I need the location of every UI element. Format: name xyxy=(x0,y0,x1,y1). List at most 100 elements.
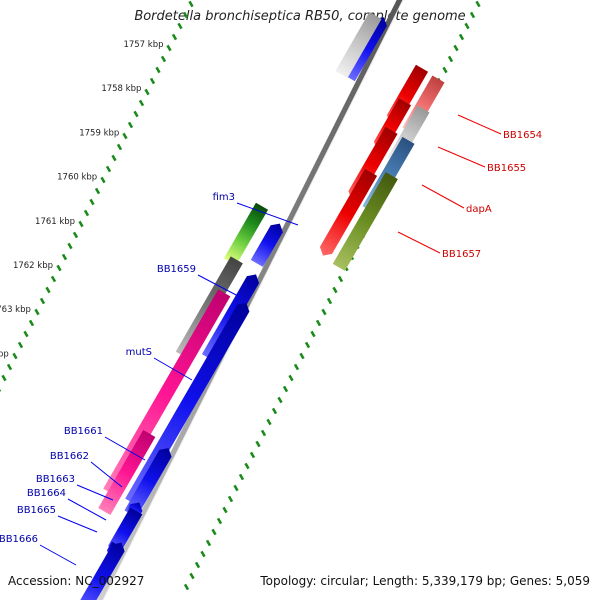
tick-dot xyxy=(282,385,289,393)
tick-label: 1757 kbp xyxy=(123,40,163,50)
gene-label-left[interactable]: BB1664 xyxy=(27,488,66,499)
tick-dot xyxy=(183,583,190,591)
tick-dot xyxy=(149,77,156,85)
gene-muts-shape xyxy=(103,289,231,496)
tick-dot xyxy=(1,374,7,382)
tick-dot xyxy=(337,275,344,283)
tick-dot xyxy=(105,165,112,173)
gene-label-right[interactable]: BB1655 xyxy=(487,163,526,174)
gene-label-right[interactable]: BB1657 xyxy=(442,249,481,260)
gene-label-left[interactable]: fim3 xyxy=(213,192,235,203)
leader-line xyxy=(236,202,299,226)
tick-dot xyxy=(255,440,261,448)
gene-features[interactable] xyxy=(73,12,445,600)
gene-bb1657-shape xyxy=(332,172,398,271)
tick-label: 1758 kbp xyxy=(101,84,141,94)
gene-label-left[interactable]: mutS xyxy=(126,347,152,358)
tick-dot xyxy=(205,539,212,547)
tick-dot xyxy=(61,253,68,261)
gene-bb1661[interactable] xyxy=(98,430,156,515)
leader-line xyxy=(397,231,441,254)
tick-dot xyxy=(222,506,228,514)
gene-labels[interactable]: fim3 BB1659 mutS BB1661 BB1662 BB1663 BB1664 BB… xyxy=(0,114,542,566)
tick-label: 1764 kbp xyxy=(0,349,9,359)
gene-label-right[interactable]: dapA xyxy=(466,204,492,215)
leader-line xyxy=(437,146,486,168)
gene-muts[interactable] xyxy=(103,289,231,496)
genome-backbone xyxy=(96,0,404,600)
tick-dot xyxy=(260,429,267,437)
tick-dot xyxy=(39,297,46,305)
tick-dot xyxy=(249,451,256,459)
tick-dot xyxy=(469,11,476,19)
accession-text: Accession: NC_002927 xyxy=(8,574,145,588)
gene-blue-muts-area[interactable] xyxy=(125,299,252,506)
tick-dot xyxy=(127,121,134,129)
tick-label: 1760 kbp xyxy=(57,173,97,183)
topology-summary: Topology: circular; Length: 5,339,179 bp… xyxy=(260,574,590,588)
gene-blue-bb1661-area-shape xyxy=(124,448,172,518)
tick-dot xyxy=(45,286,51,294)
tick-dot xyxy=(310,330,316,338)
gene-label-left[interactable]: BB1665 xyxy=(17,505,56,516)
tick-dot xyxy=(464,22,470,30)
tick-dot xyxy=(6,363,13,371)
gene-blue-fim-area[interactable] xyxy=(250,220,286,267)
gene-bb1657[interactable] xyxy=(332,172,398,271)
gene-grey-top-shape xyxy=(335,12,382,78)
gene-red-4[interactable] xyxy=(317,168,378,259)
tick-dot xyxy=(244,462,250,470)
gene-label-right[interactable]: BB1654 xyxy=(503,130,542,141)
tick-label: 1761 kbp xyxy=(35,217,75,227)
gene-fim3-shape xyxy=(223,202,269,266)
tick-dot xyxy=(271,407,278,415)
tick-dot xyxy=(326,297,333,305)
tick-dot xyxy=(458,33,465,41)
tick-dot xyxy=(227,495,234,503)
gene-blue-bottom-shape xyxy=(73,542,125,600)
tick-dot xyxy=(111,154,117,162)
gene-blue-bb1661-area[interactable] xyxy=(124,445,174,518)
tick-dot xyxy=(188,0,194,8)
tick-dot xyxy=(266,418,272,426)
gene-label-left[interactable]: BB1661 xyxy=(64,426,103,437)
tick-dot xyxy=(17,341,24,349)
tick-dot xyxy=(144,88,150,96)
leader-line xyxy=(76,484,114,501)
leader-line xyxy=(57,515,98,533)
tick-dot xyxy=(89,198,95,206)
tick-dot xyxy=(133,110,139,118)
tick-dot xyxy=(12,352,18,360)
tick-dot xyxy=(0,385,2,393)
tick-dot xyxy=(447,55,454,63)
tick-dot xyxy=(315,319,322,327)
leader-line xyxy=(90,461,123,488)
tick-dot xyxy=(293,363,300,371)
tick-dot xyxy=(67,242,73,250)
backbone-highlight xyxy=(102,0,404,600)
gene-label-left[interactable]: BB1663 xyxy=(36,474,75,485)
gene-label-left[interactable]: BB1666 xyxy=(0,534,38,545)
tick-dot xyxy=(56,264,62,272)
gene-blue-bb1663-area-shape xyxy=(108,507,143,555)
gene-blue-bottom[interactable] xyxy=(73,539,127,600)
tick-dot xyxy=(442,66,448,74)
gene-label-left[interactable]: BB1662 xyxy=(50,451,89,462)
tick-dot xyxy=(304,341,311,349)
leader-line xyxy=(39,544,77,566)
tick-dot xyxy=(277,396,283,404)
tick-dot xyxy=(23,330,29,338)
leader-line xyxy=(457,114,502,135)
gene-label-left[interactable]: BB1659 xyxy=(157,264,196,275)
leader-line xyxy=(153,357,193,381)
gene-grey-top[interactable] xyxy=(335,12,382,78)
tick-dot xyxy=(166,44,172,52)
tick-dot xyxy=(216,517,223,525)
leader-line xyxy=(197,274,241,298)
gene-blue-bb1663-area[interactable] xyxy=(105,507,143,557)
tick-dot xyxy=(211,528,217,536)
tick-dot xyxy=(83,209,90,217)
tick-dot xyxy=(34,308,40,316)
gene-fim3[interactable] xyxy=(223,202,269,266)
